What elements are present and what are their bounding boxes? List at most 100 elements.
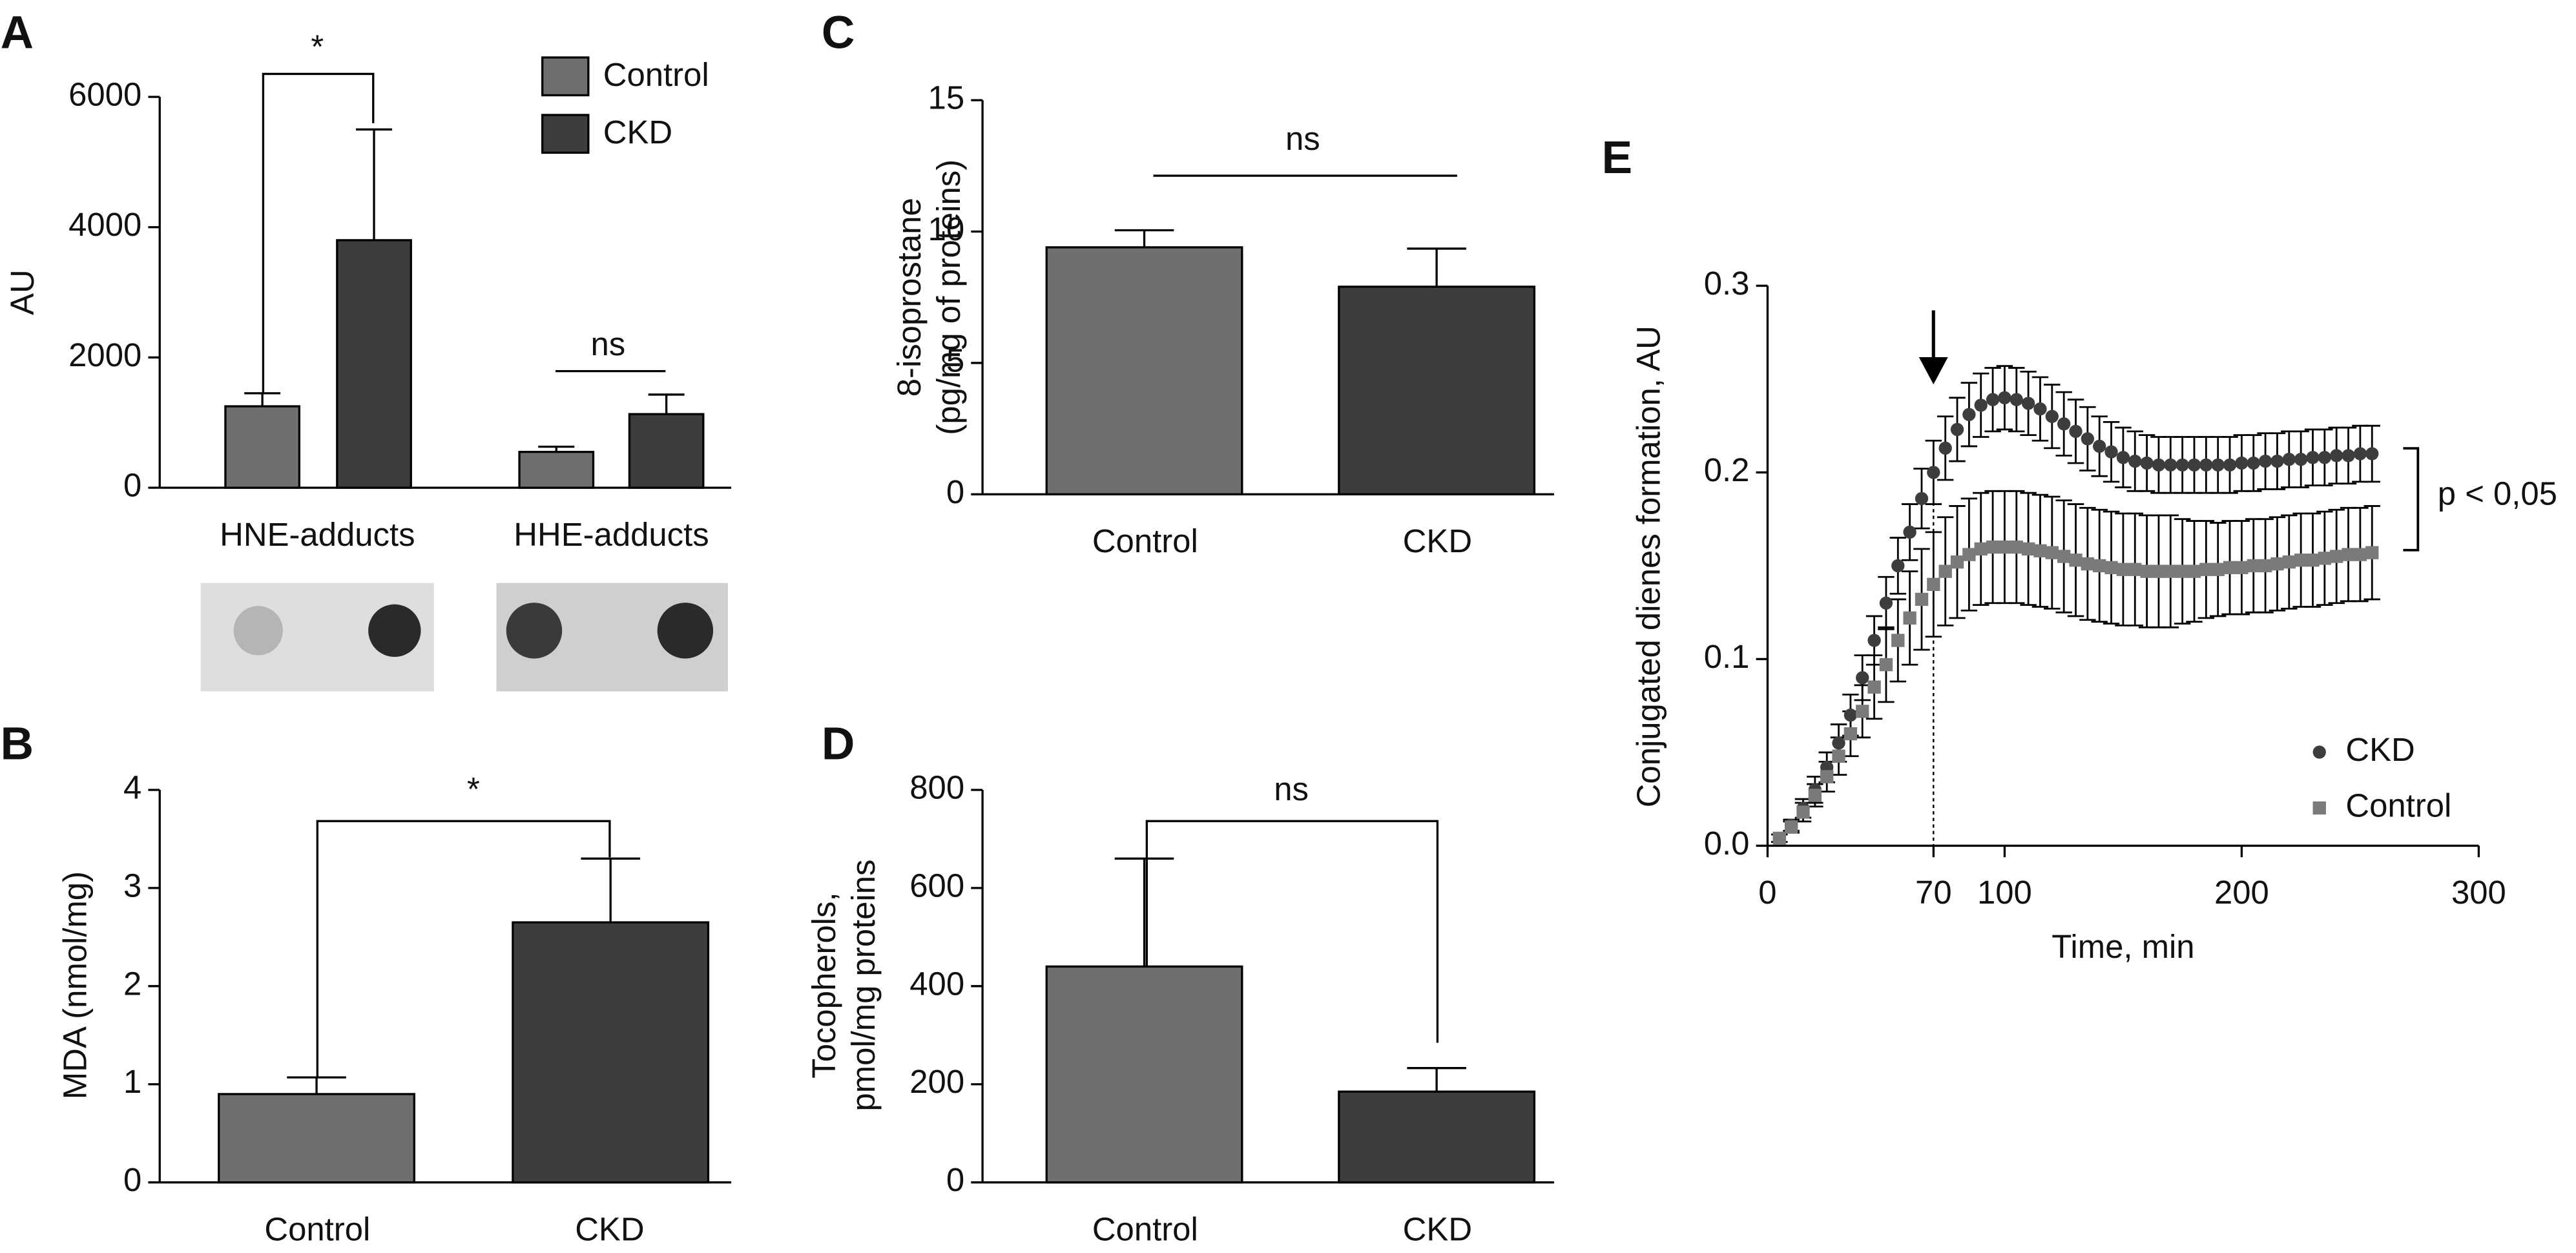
point xyxy=(2081,557,2095,571)
point xyxy=(2365,447,2379,461)
point xyxy=(2270,557,2284,571)
point xyxy=(2294,453,2308,466)
panel-label: E xyxy=(1602,132,1632,183)
point xyxy=(1844,708,1858,722)
point xyxy=(2353,548,2367,561)
point xyxy=(2010,393,2023,406)
panel-label: D xyxy=(822,719,855,770)
annotation: ns xyxy=(1285,120,1320,157)
point xyxy=(2104,445,2118,459)
bracket xyxy=(2403,447,2420,552)
y-tick-label: 0.1 xyxy=(1704,638,1750,675)
legend-marker xyxy=(2312,745,2326,759)
point xyxy=(2211,458,2225,472)
point xyxy=(2045,409,2059,423)
legend-swatch xyxy=(541,114,590,154)
point xyxy=(2199,458,2213,472)
point xyxy=(1986,393,2000,406)
x-tick-label: 100 xyxy=(1977,874,2032,911)
legend-label: Control xyxy=(603,56,709,93)
annotation: ns xyxy=(591,326,626,362)
point xyxy=(2258,559,2272,573)
blot-dot xyxy=(368,604,421,658)
point xyxy=(1891,559,1905,573)
y-axis-label: MDA (nmol/mg) xyxy=(57,871,94,1099)
dot-blots xyxy=(200,583,728,692)
point xyxy=(1879,596,1893,610)
y-axis-label: Tocopherols, xyxy=(805,892,842,1078)
bar xyxy=(512,921,710,1184)
point xyxy=(1938,441,1952,455)
point xyxy=(2330,449,2343,462)
y-axis-label: AU xyxy=(4,269,41,315)
arrow-head xyxy=(1918,357,1948,385)
point xyxy=(2282,453,2296,466)
point xyxy=(1867,634,1881,647)
point xyxy=(1915,592,1929,606)
point xyxy=(2128,454,2142,468)
y-tick-label: 0.2 xyxy=(1704,451,1750,488)
annotation: p < 0,05 xyxy=(2438,475,2557,512)
point xyxy=(1903,611,1916,625)
y-tick-label: 0 xyxy=(946,1161,964,1198)
y-axis-label: Conjugated dienes formation, AU xyxy=(1630,326,1667,807)
point xyxy=(2199,563,2213,576)
x-tick-label: 70 xyxy=(1915,874,1952,911)
y-tick-label: 5 xyxy=(946,342,964,378)
point xyxy=(2010,540,2023,554)
x-tick-label: Control xyxy=(264,1210,370,1247)
point xyxy=(2282,555,2296,569)
annotation: * xyxy=(467,771,480,807)
point xyxy=(2152,564,2166,578)
point xyxy=(2247,559,2260,573)
point xyxy=(1856,671,1869,685)
x-tick-label: CKD xyxy=(1403,1210,1472,1247)
point xyxy=(2235,561,2249,574)
point xyxy=(2081,432,2095,446)
y-axis-label: pmol/mg proteins xyxy=(845,860,882,1112)
point xyxy=(2033,402,2047,416)
x-tick-label: Control xyxy=(1092,1210,1198,1247)
annotation: * xyxy=(311,28,324,65)
y-axis-label: 8-isoprostane xyxy=(891,198,928,397)
y-tick-label: 200 xyxy=(909,1063,964,1100)
significance-bracket xyxy=(1145,820,1439,1081)
point xyxy=(1796,805,1810,819)
point xyxy=(2021,397,2035,410)
point xyxy=(2270,454,2284,468)
point xyxy=(1784,820,1798,834)
point xyxy=(2093,439,2106,453)
point xyxy=(1962,548,1976,561)
point xyxy=(2330,550,2343,563)
bar xyxy=(224,405,301,489)
point xyxy=(1915,492,1929,506)
y-tick-label: 2000 xyxy=(68,337,141,373)
point xyxy=(1903,525,1916,539)
point xyxy=(2069,424,2083,439)
point xyxy=(2365,546,2379,559)
point xyxy=(2306,451,2320,464)
point xyxy=(2318,552,2332,565)
point xyxy=(1950,555,1964,569)
x-tick-label: 0 xyxy=(1758,874,1776,911)
x-tick-label: CKD xyxy=(575,1210,644,1247)
point xyxy=(2176,458,2189,472)
annotation: ns xyxy=(1274,771,1309,807)
point xyxy=(2247,456,2260,470)
point xyxy=(1950,422,1964,437)
panel-label: C xyxy=(822,8,855,59)
point xyxy=(1986,540,2000,554)
point xyxy=(1998,540,2011,554)
point xyxy=(2033,544,2047,557)
point xyxy=(2342,548,2355,561)
point xyxy=(2116,563,2130,576)
point xyxy=(1938,564,1952,578)
point xyxy=(2093,559,2106,573)
y-tick-label: 15 xyxy=(928,79,965,116)
point xyxy=(1927,466,1940,479)
y-tick-label: 0.3 xyxy=(1704,265,1750,302)
point xyxy=(2258,454,2272,468)
significance-bracket xyxy=(316,820,611,1077)
point xyxy=(2342,449,2355,462)
